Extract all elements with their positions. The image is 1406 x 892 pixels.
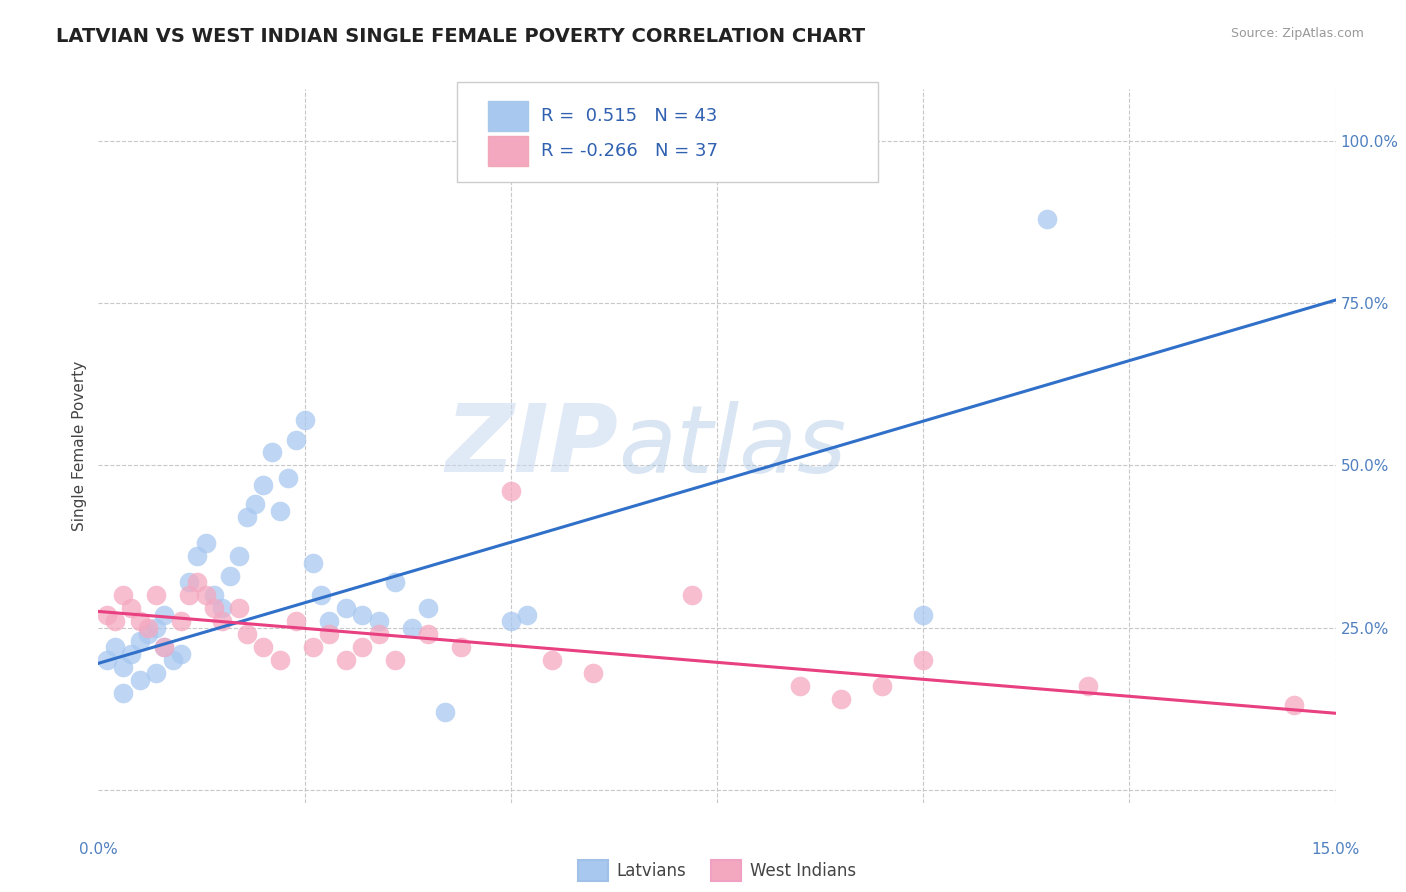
Point — [153, 607, 176, 622]
Point — [450, 640, 472, 654]
Point — [243, 497, 266, 511]
Point — [153, 640, 176, 654]
Text: ZIP: ZIP — [446, 400, 619, 492]
Point — [104, 640, 127, 654]
Point — [153, 640, 176, 654]
Text: 15.0%: 15.0% — [1312, 842, 1360, 856]
Text: Source: ZipAtlas.com: Source: ZipAtlas.com — [1230, 27, 1364, 40]
Point — [335, 601, 357, 615]
Point — [211, 601, 233, 615]
Point — [260, 445, 283, 459]
Point — [830, 692, 852, 706]
Point — [352, 607, 374, 622]
Point — [179, 575, 201, 590]
Point — [170, 614, 193, 628]
Point — [145, 588, 167, 602]
Point — [582, 666, 605, 681]
Point — [236, 510, 259, 524]
Point — [384, 575, 406, 590]
Point — [252, 640, 274, 654]
Point — [367, 614, 389, 628]
Point — [912, 607, 935, 622]
Point — [285, 433, 308, 447]
Point — [277, 471, 299, 485]
Y-axis label: Single Female Poverty: Single Female Poverty — [72, 361, 87, 531]
Point — [219, 568, 242, 582]
Point — [112, 659, 135, 673]
Point — [202, 601, 225, 615]
Point — [352, 640, 374, 654]
Point — [120, 601, 142, 615]
Point — [309, 588, 332, 602]
Point — [96, 653, 118, 667]
Point — [269, 653, 291, 667]
Point — [318, 614, 340, 628]
Point — [128, 633, 150, 648]
Point — [236, 627, 259, 641]
Point — [1284, 698, 1306, 713]
Point — [170, 647, 193, 661]
Point — [104, 614, 127, 628]
Point — [186, 575, 208, 590]
Text: LATVIAN VS WEST INDIAN SINGLE FEMALE POVERTY CORRELATION CHART: LATVIAN VS WEST INDIAN SINGLE FEMALE POV… — [56, 27, 865, 45]
Point — [136, 627, 159, 641]
Legend: Latvians, West Indians: Latvians, West Indians — [572, 854, 862, 888]
Point — [516, 607, 538, 622]
Point — [541, 653, 564, 667]
Point — [202, 588, 225, 602]
Point — [294, 413, 316, 427]
Text: R =  0.515   N = 43: R = 0.515 N = 43 — [541, 107, 717, 125]
Point — [112, 588, 135, 602]
Point — [499, 614, 522, 628]
Point — [128, 673, 150, 687]
Point — [228, 601, 250, 615]
Point — [112, 685, 135, 699]
Point — [162, 653, 184, 667]
Point — [120, 647, 142, 661]
Text: R = -0.266   N = 37: R = -0.266 N = 37 — [541, 143, 718, 161]
Text: atlas: atlas — [619, 401, 846, 491]
Point — [269, 504, 291, 518]
FancyBboxPatch shape — [457, 82, 877, 182]
Point — [1077, 679, 1099, 693]
Point — [128, 614, 150, 628]
Point — [499, 484, 522, 499]
Point — [789, 679, 811, 693]
Point — [335, 653, 357, 667]
FancyBboxPatch shape — [488, 136, 527, 166]
Point — [912, 653, 935, 667]
Point — [194, 536, 217, 550]
Point — [186, 549, 208, 564]
Point — [302, 640, 325, 654]
Point — [228, 549, 250, 564]
Point — [211, 614, 233, 628]
Point — [318, 627, 340, 641]
Point — [401, 621, 423, 635]
Point — [285, 614, 308, 628]
Point — [179, 588, 201, 602]
Point — [384, 653, 406, 667]
Point — [145, 621, 167, 635]
Point — [418, 601, 440, 615]
FancyBboxPatch shape — [488, 101, 527, 130]
Point — [1036, 211, 1059, 226]
Point — [418, 627, 440, 641]
Point — [96, 607, 118, 622]
Point — [433, 705, 456, 719]
Point — [136, 621, 159, 635]
Text: 0.0%: 0.0% — [79, 842, 118, 856]
Point — [252, 478, 274, 492]
Point — [145, 666, 167, 681]
Point — [870, 679, 893, 693]
Point — [194, 588, 217, 602]
Point — [681, 588, 703, 602]
Point — [302, 556, 325, 570]
Point — [367, 627, 389, 641]
